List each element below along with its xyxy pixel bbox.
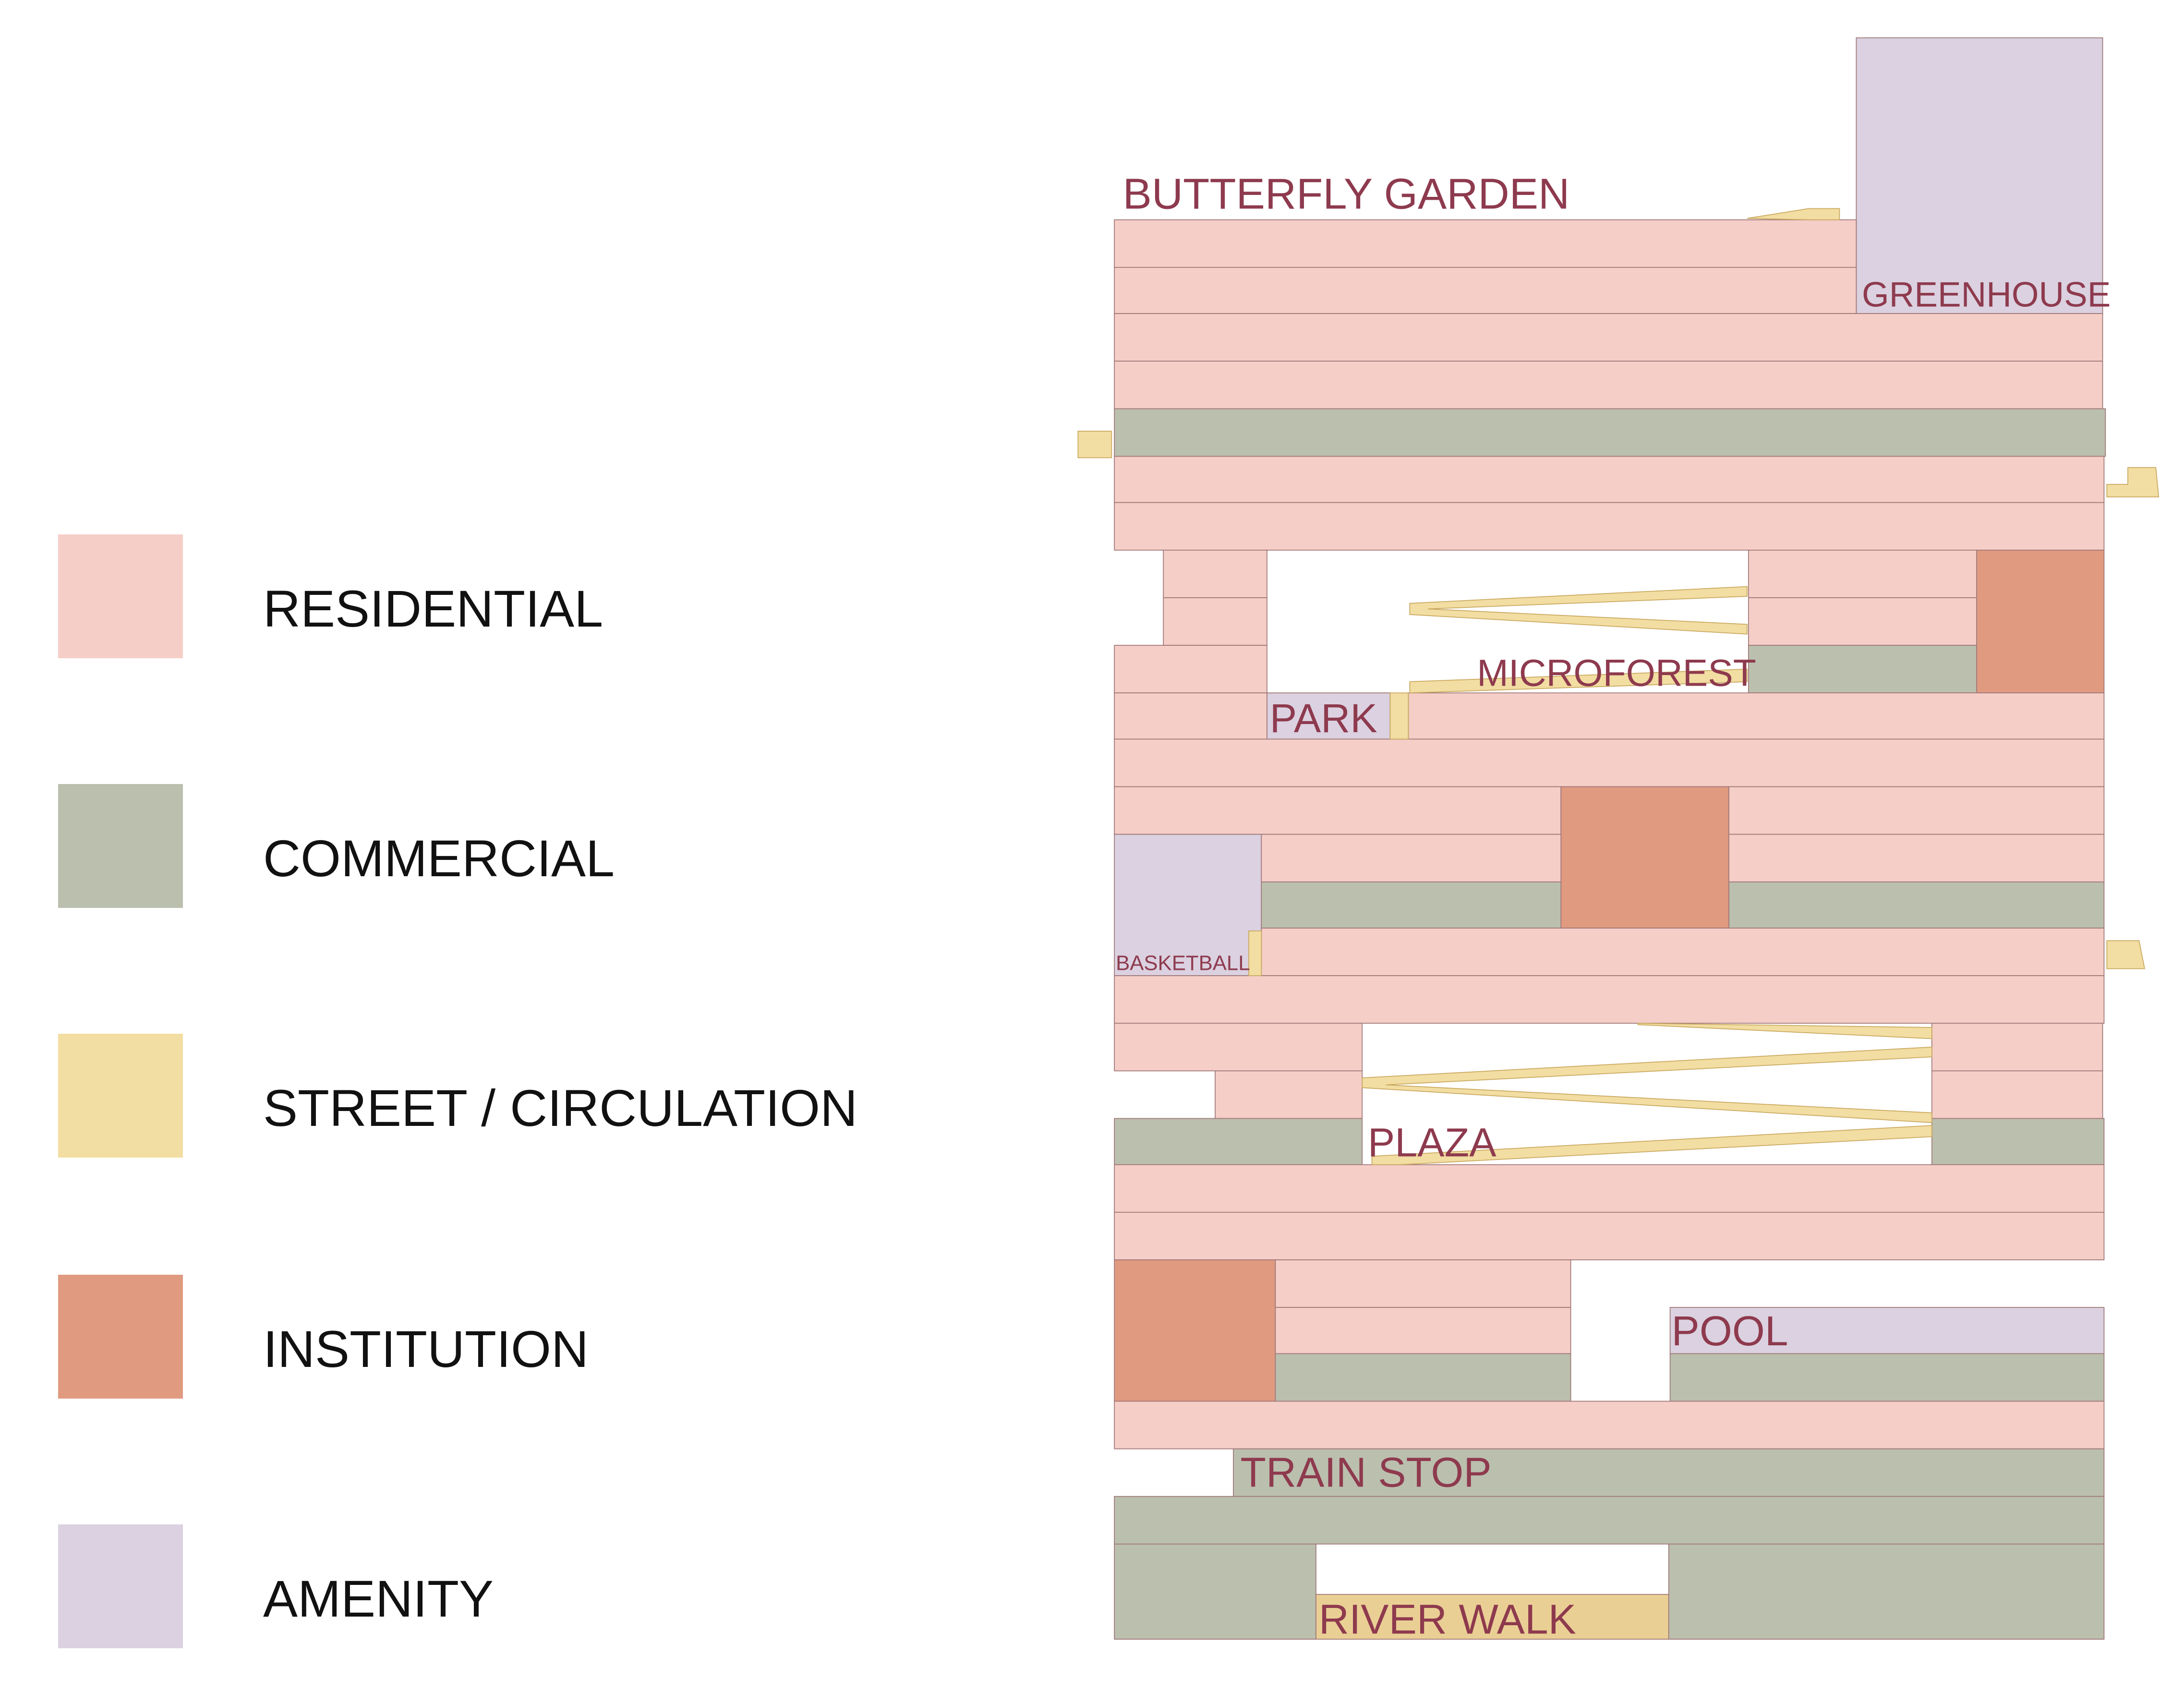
- residential-block: [1114, 645, 1267, 694]
- river-walk-block: [1315, 1594, 1669, 1640]
- legend-label-commercial: COMMERCIAL: [263, 829, 615, 887]
- residential-block: [1408, 692, 2105, 740]
- legend-swatch-amenity: [58, 1524, 183, 1648]
- institution-block: [1976, 549, 2105, 694]
- residential-row: [1114, 502, 2105, 551]
- label-basketball: BASKETBALL: [1116, 951, 1250, 975]
- commercial-block: [1668, 1543, 2105, 1640]
- residential-block: [1114, 692, 1267, 740]
- residential-row: [1114, 975, 2105, 1024]
- plaza-ramp-1: [1637, 1023, 1932, 1039]
- microforest-ramp-lower: [1409, 668, 1748, 694]
- label-butterfly-garden: BUTTERFLY GARDEN: [1123, 169, 1570, 218]
- residential-block: [1114, 1023, 1363, 1072]
- pool-block: [1669, 1307, 2105, 1354]
- plaza-ramp-lower: [1371, 1125, 1932, 1165]
- legend-swatch-commercial: [58, 784, 183, 908]
- street-stub-right: [2106, 467, 2160, 497]
- commercial-block: [1669, 1353, 2105, 1402]
- street-stub-right-2: [2106, 940, 2146, 969]
- residential-row: [1114, 219, 1857, 268]
- commercial-block: [1931, 1118, 2105, 1165]
- greenhouse-block: [1856, 37, 2103, 314]
- label-plaza: PLAZA: [1368, 1119, 1496, 1165]
- legend-swatch-street: [58, 1034, 183, 1158]
- microforest-ramps: [1409, 586, 1748, 635]
- label-park: PARK: [1270, 695, 1377, 741]
- residential-row: [1114, 1212, 2105, 1260]
- residential-block: [1215, 1070, 1363, 1119]
- institution-block: [1560, 786, 1729, 929]
- street-ramp-top: [1747, 208, 1840, 220]
- residential-block: [1748, 549, 1978, 598]
- residential-row: [1114, 266, 1857, 314]
- plaza-ramps: [1362, 1046, 1932, 1123]
- residential-row: [1114, 1401, 2105, 1449]
- legend-label-street: STREET / CIRCULATION: [263, 1079, 858, 1137]
- street-stub-left: [1077, 431, 1112, 459]
- residential-row: [1114, 738, 2105, 787]
- commercial-row: [1114, 408, 2106, 457]
- label-microforest: MICROFOREST: [1477, 652, 1756, 694]
- train-stop-block: [1233, 1448, 2105, 1497]
- residential-block: [1728, 786, 2105, 835]
- residential-row: [1261, 928, 2105, 977]
- label-river-walk: RIVER WALK: [1319, 1595, 1576, 1643]
- commercial-block: [1114, 1543, 1316, 1640]
- residential-block: [1275, 1259, 1571, 1308]
- residential-row: [1114, 313, 2103, 362]
- residential-block: [1261, 833, 1562, 882]
- legend-label-amenity: AMENITY: [263, 1570, 494, 1628]
- commercial-block: [1748, 645, 1978, 694]
- institution-block: [1114, 1259, 1276, 1402]
- commercial-block: [1261, 881, 1562, 929]
- commercial-block: [1114, 1118, 1363, 1165]
- commercial-block: [1728, 881, 2105, 929]
- basketball-stair: [1248, 930, 1262, 977]
- park-stair: [1389, 692, 1409, 740]
- residential-block: [1163, 549, 1267, 598]
- label-train-stop: TRAIN STOP: [1241, 1449, 1492, 1496]
- residential-block: [1931, 1070, 2103, 1119]
- legend-swatch-residential: [58, 534, 183, 658]
- commercial-block: [1275, 1353, 1571, 1402]
- label-pool: POOL: [1672, 1307, 1788, 1354]
- legend-swatch-institution: [58, 1275, 183, 1399]
- residential-block: [1748, 597, 1978, 646]
- residential-block: [1163, 597, 1267, 646]
- label-greenhouse: GREENHOUSE: [1862, 276, 2111, 314]
- residential-row: [1114, 361, 2103, 410]
- residential-row: [1114, 456, 2105, 503]
- residential-block: [1728, 833, 2105, 882]
- basketball-block: [1114, 833, 1262, 977]
- residential-row: [1114, 1164, 2105, 1213]
- residential-block: [1114, 786, 1562, 835]
- legend-label-residential: RESIDENTIAL: [263, 580, 603, 638]
- residential-block: [1931, 1023, 2103, 1072]
- commercial-row: [1114, 1496, 2105, 1545]
- legend-label-institution: INSTITUTION: [263, 1320, 589, 1378]
- park-block: [1267, 692, 1391, 740]
- residential-block: [1275, 1307, 1571, 1354]
